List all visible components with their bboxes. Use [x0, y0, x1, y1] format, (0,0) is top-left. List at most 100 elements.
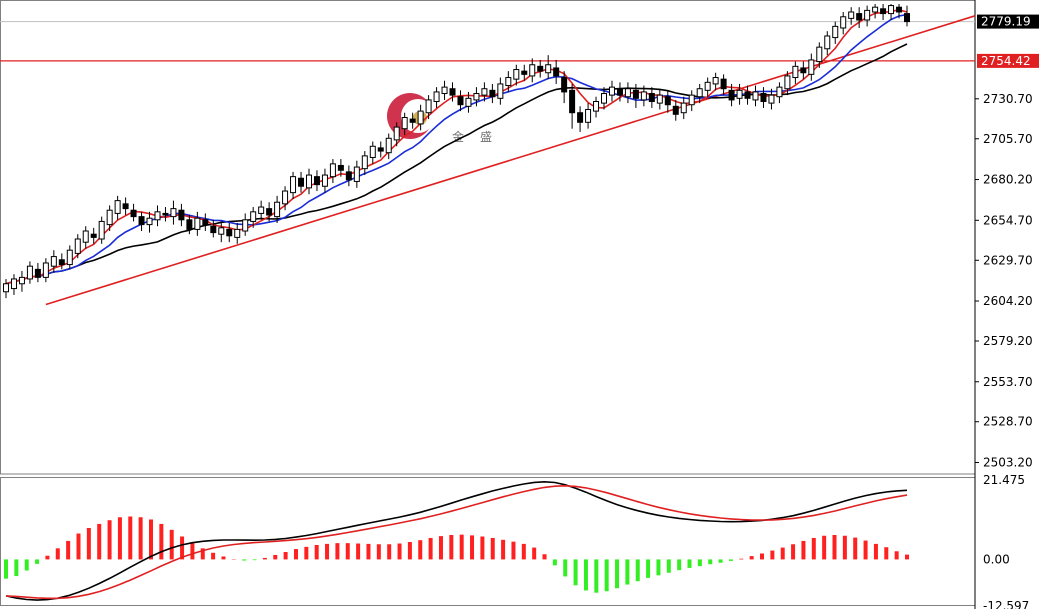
candle-down: [632, 89, 639, 99]
candle: [537, 59, 544, 78]
candle-up: [66, 249, 73, 266]
candle: [577, 106, 584, 132]
price-tick-label: 2730.70: [983, 92, 1033, 106]
candle-up: [329, 163, 336, 178]
candle: [864, 5, 871, 27]
candle: [290, 171, 297, 200]
candle-down: [672, 105, 679, 115]
candle: [768, 88, 775, 110]
candle-up: [250, 211, 257, 222]
candle: [417, 104, 424, 131]
candle-down: [616, 88, 623, 96]
candle-up: [305, 174, 312, 189]
price-tick-label: 2579.20: [983, 334, 1033, 348]
candle-up: [832, 25, 839, 39]
candle-up: [656, 94, 663, 104]
candle-up: [401, 117, 408, 130]
candle-down: [577, 112, 584, 123]
candle-down: [561, 77, 568, 93]
candle: [337, 159, 344, 177]
candle: [90, 227, 97, 244]
candle: [82, 226, 89, 249]
candle: [505, 71, 512, 92]
candle: [42, 258, 49, 283]
candle-up: [290, 176, 297, 194]
candle: [266, 202, 273, 222]
candle-up: [481, 88, 488, 96]
candle-up: [473, 93, 480, 101]
candle: [640, 85, 647, 107]
candle: [728, 83, 735, 107]
candle-up: [688, 94, 695, 106]
price-tick-label: 2528.70: [983, 415, 1033, 429]
candle-down: [904, 13, 910, 23]
candle: [178, 203, 185, 227]
candle: [720, 74, 727, 96]
candle-up: [369, 145, 376, 158]
price-tick-label: 2680.20: [983, 173, 1033, 187]
candle-up: [194, 217, 201, 230]
candle-down: [537, 65, 544, 72]
candle: [593, 96, 600, 118]
candle: [66, 245, 73, 270]
candle: [688, 90, 695, 112]
candle: [194, 211, 201, 236]
candle: [122, 197, 129, 216]
candle: [840, 11, 847, 35]
candle-down: [648, 93, 655, 103]
candle: [808, 53, 815, 81]
candle-down: [553, 67, 560, 77]
candle-up: [425, 99, 432, 114]
candle: [154, 205, 161, 227]
candle: [545, 55, 552, 80]
candle: [18, 270, 25, 292]
candle-down: [138, 216, 145, 226]
candle-down: [122, 203, 129, 210]
macd-tick-label: 21.475: [983, 473, 1025, 487]
candle: [497, 77, 504, 105]
macd-tick-label: -12.597: [983, 599, 1029, 609]
candle-up: [505, 77, 512, 87]
candle-up: [441, 86, 448, 95]
candle: [186, 215, 193, 235]
price-tick-label: 2503.20: [983, 455, 1033, 469]
candle-up: [872, 6, 879, 13]
candle: [98, 216, 105, 244]
watermark-text: 金盛: [452, 129, 508, 144]
candle-up: [114, 200, 121, 214]
candle: [904, 5, 910, 27]
candle-up: [321, 174, 328, 187]
candle: [393, 122, 400, 147]
candle: [202, 213, 209, 232]
candle: [632, 83, 639, 108]
candle: [792, 61, 799, 84]
candle-up: [840, 16, 847, 29]
candle: [170, 200, 177, 225]
candle: [704, 77, 711, 97]
macd-tick-label: 0.00: [983, 552, 1010, 566]
candle-up: [545, 64, 552, 74]
candle: [385, 133, 392, 160]
candle-up: [601, 93, 608, 104]
candle: [553, 59, 560, 84]
candle: [664, 90, 671, 113]
candle: [457, 90, 464, 112]
candle-up: [792, 65, 799, 79]
candle: [353, 160, 360, 188]
candle: [210, 219, 217, 238]
candle-up: [736, 89, 743, 99]
current-price-tag: [977, 14, 1039, 29]
moving-average-slow: [5, 43, 908, 285]
candle-up: [593, 101, 600, 112]
candle-up: [752, 91, 759, 101]
candle: [138, 211, 145, 232]
candle-up: [361, 155, 368, 170]
candle-down: [569, 89, 576, 114]
candle: [744, 85, 751, 105]
candle-up: [385, 137, 392, 154]
candle-up: [274, 201, 281, 218]
candle-down: [90, 233, 97, 238]
candle-down: [744, 91, 751, 99]
candle: [321, 168, 328, 193]
